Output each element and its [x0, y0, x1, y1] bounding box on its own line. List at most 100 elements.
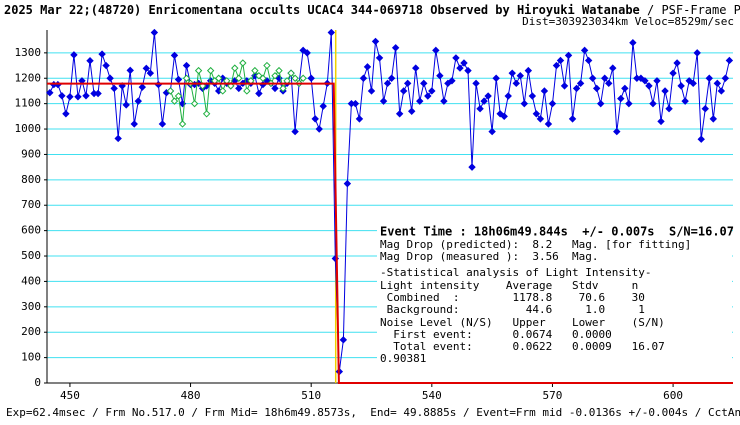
data-point: [66, 93, 74, 101]
data-point: [190, 99, 199, 108]
data-point: [279, 84, 287, 93]
x-tick-label: 570: [543, 389, 563, 402]
series-line: [47, 82, 733, 384]
data-point: [235, 74, 243, 82]
data-point: [677, 82, 685, 90]
data-point: [721, 74, 730, 82]
data-point: [170, 51, 179, 60]
data-point: [255, 89, 263, 98]
data-point: [403, 79, 412, 88]
data-point: [472, 79, 480, 88]
data-point: [303, 49, 311, 57]
data-point: [460, 59, 468, 67]
data-point: [492, 74, 500, 82]
y-tick-label: 200: [21, 325, 41, 338]
data-point: [243, 87, 251, 95]
data-point: [126, 66, 134, 75]
data-point: [572, 84, 581, 93]
annotation: Background: 44.6 1.0 1: [380, 303, 645, 316]
data-point: [375, 54, 384, 62]
data-point: [182, 61, 191, 70]
data-point: [46, 89, 54, 97]
series-line: [49, 32, 730, 372]
y-tick-label: 1100: [15, 97, 42, 110]
data-point: [355, 115, 364, 123]
data-point: [592, 84, 601, 93]
data-point: [452, 54, 460, 62]
data-point: [166, 87, 175, 95]
data-point: [524, 66, 533, 75]
data-point: [464, 66, 472, 75]
data-point: [178, 120, 187, 128]
data-point: [681, 97, 689, 105]
data-point: [685, 77, 693, 85]
data-point: [416, 97, 424, 105]
series-line: [169, 62, 304, 125]
data-point: [580, 46, 589, 55]
data-point: [70, 51, 78, 59]
data-point: [291, 74, 299, 82]
data-point: [693, 49, 701, 57]
annotation: Combined : 1178.8 70.6 30: [380, 291, 645, 304]
y-tick-label: 700: [21, 198, 41, 211]
annotation: 0.90381: [380, 352, 426, 365]
y-tick-label: 1200: [15, 71, 42, 84]
data-point: [98, 50, 106, 58]
subtitle: Dist=303923034km Veloc=8529m/sec: [522, 15, 734, 28]
data-point: [552, 61, 561, 70]
chart-title: 2025 Mar 22;(48720) Enricomentana occult…: [4, 3, 740, 17]
data-point: [548, 99, 557, 108]
data-point: [496, 110, 504, 118]
data-point: [717, 87, 726, 95]
data-point: [134, 97, 142, 105]
annotation: First event: 0.0674 0.0000: [380, 328, 612, 341]
annotation: Light intensity Average Stdv n: [380, 279, 638, 292]
y-tick-label: 900: [21, 147, 41, 160]
data-point: [383, 79, 392, 88]
data-point: [319, 102, 327, 110]
data-point: [367, 87, 376, 95]
data-point: [363, 63, 372, 71]
data-point: [689, 79, 697, 88]
data-point: [440, 97, 448, 105]
data-point: [584, 56, 593, 65]
data-point: [568, 115, 577, 123]
title-suffix: / PSF-Frame Photometry /: [640, 3, 740, 17]
data-point: [271, 72, 279, 80]
data-point: [114, 134, 122, 143]
data-point: [275, 66, 283, 75]
data-point: [106, 74, 114, 82]
data-point: [214, 74, 223, 82]
data-point: [588, 74, 597, 82]
data-point: [158, 120, 167, 128]
data-point: [311, 115, 319, 123]
data-point: [605, 79, 613, 88]
data-point: [556, 56, 565, 65]
data-point: [669, 69, 677, 77]
data-point: [560, 82, 569, 90]
data-point: [412, 64, 420, 72]
data-point: [468, 163, 476, 171]
data-point: [536, 115, 545, 123]
data-point: [82, 92, 90, 100]
data-point: [500, 112, 508, 121]
data-point: [516, 72, 524, 80]
data-point: [625, 99, 633, 108]
y-tick-label: 1000: [15, 122, 42, 135]
data-point: [508, 69, 516, 77]
data-point: [488, 127, 496, 136]
data-point: [512, 79, 520, 88]
data-point: [231, 64, 239, 72]
data-point: [649, 99, 657, 108]
data-point: [379, 97, 388, 105]
data-point: [713, 79, 722, 88]
data-point: [150, 28, 159, 37]
y-tick-label: 600: [21, 224, 41, 237]
data-point: [219, 87, 227, 95]
data-point: [520, 99, 529, 108]
data-point: [239, 59, 247, 67]
data-point: [142, 64, 151, 73]
data-point: [94, 89, 102, 98]
data-point: [263, 61, 271, 70]
